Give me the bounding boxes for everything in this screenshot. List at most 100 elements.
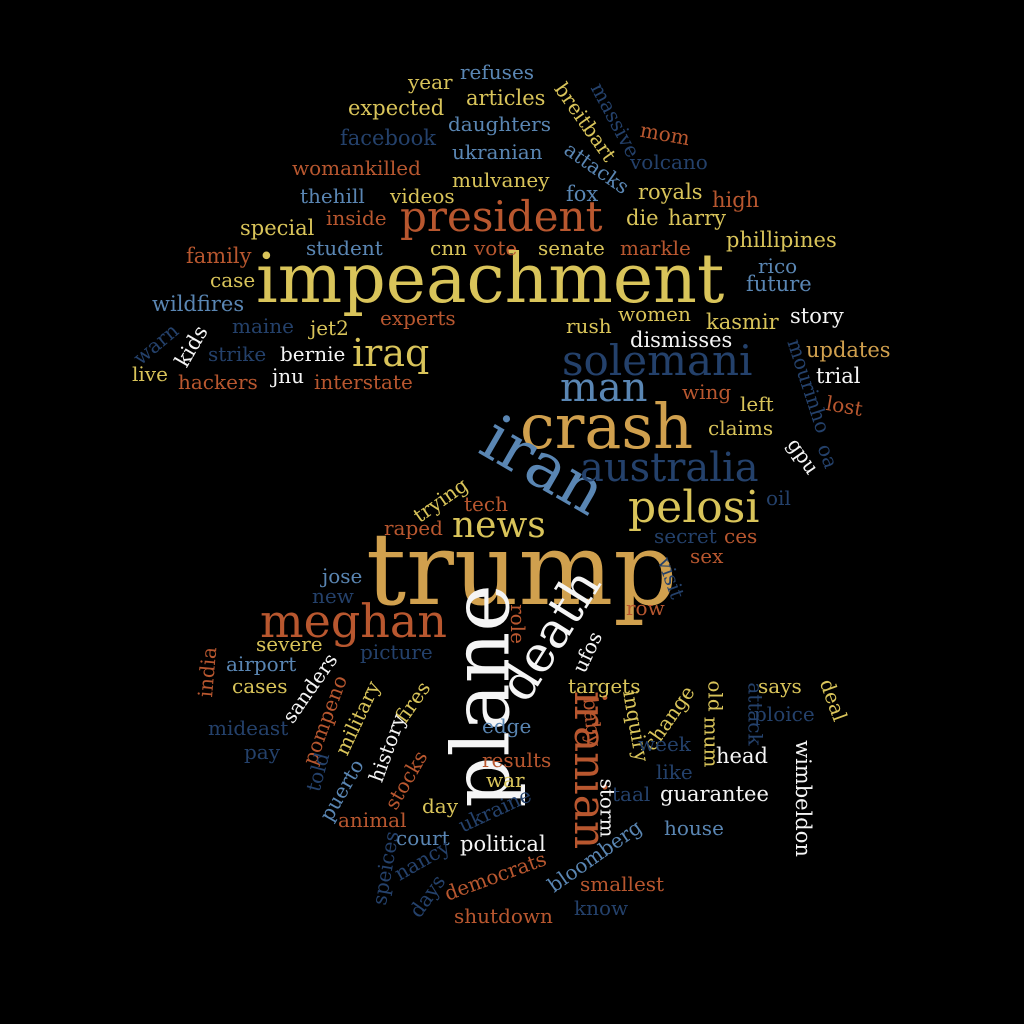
word-democrats: democrats [441, 846, 550, 906]
word-story: story [790, 304, 844, 328]
word-lost: lost [824, 390, 865, 422]
word-jose: jose [322, 564, 363, 588]
word-student: student [306, 236, 383, 260]
word-australia: australia [580, 445, 759, 491]
word-facebook: facebook [340, 126, 436, 150]
word-bernie: bernie [280, 342, 346, 366]
word-wildfires: wildfires [152, 292, 245, 316]
word-deal: deal [814, 675, 853, 725]
word-mideast: mideast [208, 716, 289, 740]
word-mulvaney: mulvaney [452, 168, 550, 192]
word-maine: maine [232, 314, 295, 338]
word-live: live [132, 362, 168, 386]
word-ces: ces [724, 524, 758, 548]
word-war: war [486, 768, 525, 792]
word-airport: airport [226, 652, 297, 676]
word-hackers: hackers [178, 370, 258, 394]
word-week: week [638, 732, 691, 756]
word-old: old [703, 680, 728, 712]
word-picture: picture [360, 640, 433, 664]
word-india: india [193, 645, 222, 699]
word-results: results [482, 748, 552, 772]
word-cases: cases [232, 674, 288, 698]
word-markle: markle [620, 236, 691, 260]
word-know: know [574, 896, 629, 920]
word-updates: updates [806, 338, 891, 362]
word-oa: oa [812, 440, 844, 472]
word-phillipines: phillipines [726, 228, 837, 252]
word-house: house [664, 816, 724, 840]
word-crash: crash [520, 390, 694, 463]
word-year: year [408, 70, 453, 94]
word-die: die [626, 206, 659, 230]
word-tech: tech [464, 492, 508, 516]
word-fox: fox [566, 182, 599, 206]
word-case: case [210, 268, 256, 292]
word-solemani: solemani [562, 336, 753, 385]
word-president: president [400, 192, 603, 241]
word-iraq: iraq [352, 331, 430, 375]
word-targets: targets [568, 674, 641, 698]
word-jnu: jnu [272, 364, 304, 388]
word-head: head [716, 744, 768, 768]
word-articles: articles [466, 86, 546, 110]
word-smallest: smallest [580, 872, 665, 896]
word-expected: expected [348, 96, 445, 120]
word-kasmir: kasmir [706, 310, 779, 334]
word-senate: senate [538, 236, 605, 260]
word-vote: vote [474, 236, 518, 260]
word-cnn: cnn [430, 236, 467, 260]
word-dismisses: dismisses [630, 328, 733, 352]
word-womankilled: womankilled [292, 156, 421, 180]
word-says: says [758, 674, 802, 698]
word-wimbeldon: wimbeldon [790, 740, 815, 857]
word-like: like [656, 760, 693, 784]
word-secret: secret [654, 524, 717, 548]
word-rush: rush [566, 314, 612, 338]
word-pay: pay [244, 740, 281, 764]
word-severe: severe [256, 632, 323, 656]
word-ukranian: ukranian [452, 140, 543, 164]
word-women: women [618, 302, 691, 326]
word-meghan: meghan [260, 594, 447, 648]
word-day: day [422, 794, 459, 818]
word-daughters: daughters [448, 112, 551, 136]
word-strike: strike [208, 342, 267, 366]
word-ploice: ploice [754, 702, 815, 726]
word-pelosi: pelosi [628, 482, 760, 533]
word-row: row [626, 596, 665, 620]
word-future: future [746, 272, 812, 296]
word-animal: animal [338, 808, 407, 832]
word-impeachment: impeachment [256, 240, 725, 319]
word-experts: experts [380, 306, 456, 330]
word-news: news [452, 505, 546, 546]
word-rico: rico [758, 254, 798, 278]
word-mom: mom [638, 117, 692, 151]
word-refuses: refuses [460, 60, 535, 84]
word-volcano: volcano [630, 150, 708, 174]
word-interstate: interstate [314, 370, 413, 394]
word-trump: trump [366, 511, 678, 628]
word-court: court [396, 826, 450, 850]
word-sex: sex [690, 544, 724, 568]
word-edge: edge [482, 714, 532, 738]
word-man: man [560, 365, 648, 411]
word-royals: royals [638, 180, 703, 204]
word-role: role [505, 604, 530, 644]
word-shutdown: shutdown [454, 904, 553, 928]
word-left: left [740, 392, 774, 416]
word-guarantee: guarantee [660, 782, 769, 806]
word-taal: taal [612, 782, 651, 806]
word-trial: trial [816, 364, 861, 388]
word-oil: oil [766, 486, 791, 510]
word-special: special [240, 216, 315, 240]
word-raped: raped [384, 516, 443, 540]
word-thehill: thehill [300, 184, 365, 208]
word-harry: harry [668, 206, 726, 230]
word-political: political [460, 832, 546, 856]
word-baby: baby [578, 696, 607, 748]
word-claims: claims [708, 416, 774, 440]
word-high: high [712, 188, 760, 212]
word-family: family [186, 244, 252, 268]
